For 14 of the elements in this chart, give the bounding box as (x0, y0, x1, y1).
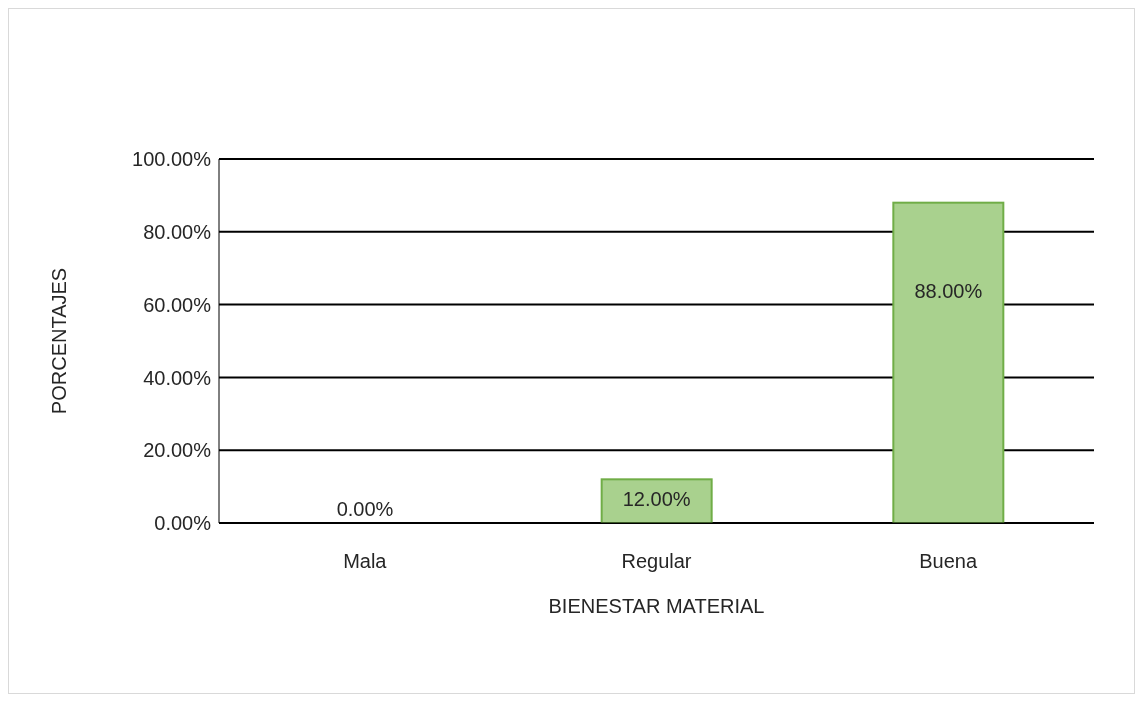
y-tick-label: 100.00% (132, 148, 212, 171)
data-label: 12.00% (622, 488, 691, 511)
y-tick-label: 80.00% (143, 220, 212, 243)
data-label: 0.00% (336, 498, 394, 521)
y-axis-title: PORCENTAJES (48, 267, 71, 415)
x-tick-label: Regular (621, 550, 692, 573)
y-tick-label: 60.00% (143, 293, 212, 316)
y-tick-label: 40.00% (143, 366, 212, 389)
x-tick-label: Mala (343, 550, 388, 573)
data-label: 88.00% (914, 279, 983, 302)
x-tick-label: Buena (919, 550, 978, 573)
x-axis-title: BIENESTAR MATERIAL (548, 595, 765, 617)
y-tick-label: 0.00% (154, 512, 212, 535)
y-tick-label: 20.00% (143, 439, 212, 462)
